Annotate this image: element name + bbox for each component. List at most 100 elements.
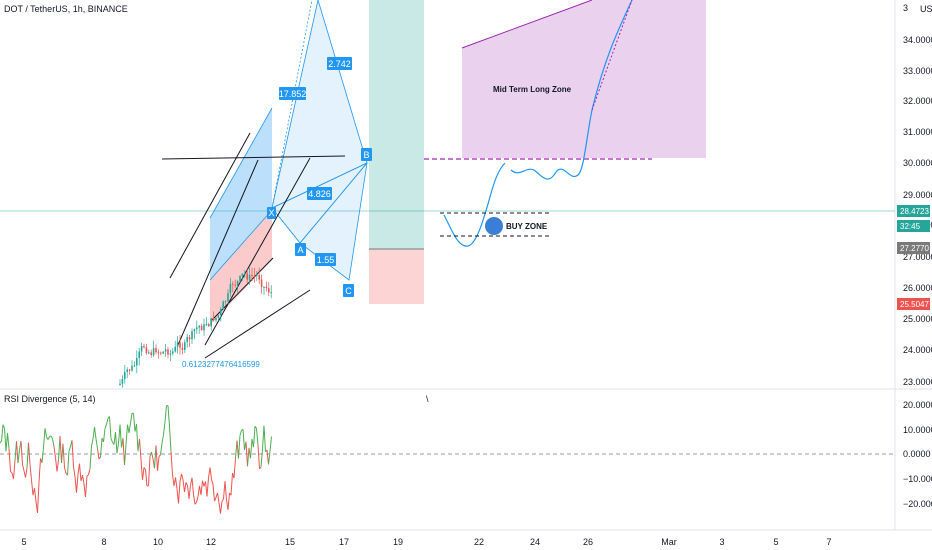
last-price-tag-text: 28.4723 — [900, 207, 929, 216]
point-c-text: C — [345, 286, 352, 296]
trendline-3[interactable] — [204, 157, 311, 346]
rsi-tick-label: 0.0000 — [903, 449, 931, 459]
rsi-segment — [67, 451, 70, 476]
candle-body — [246, 273, 248, 280]
rsi-segment — [34, 488, 37, 502]
time-tick-label: 5 — [773, 537, 778, 547]
rsi-segment — [178, 481, 181, 504]
rsi-segment — [119, 424, 122, 448]
long-position-profit-zone[interactable] — [369, 0, 424, 249]
point-label-b[interactable]: B — [361, 148, 372, 161]
candle-body — [265, 286, 268, 289]
rsi-segment — [164, 405, 167, 422]
candle-body — [169, 353, 172, 355]
rsi-segment — [182, 479, 185, 493]
rsi-segment — [247, 447, 250, 467]
trendline-4[interactable] — [204, 289, 311, 359]
rsi-segment — [16, 441, 19, 463]
rsi-segment — [253, 426, 256, 448]
time-axis[interactable]: 5 8 10 12 15 17 19 22 24 26 Mar 3 5 7 — [21, 537, 831, 547]
candle-body — [229, 283, 232, 294]
candlestick-series[interactable] — [119, 267, 272, 388]
candle-body — [251, 274, 253, 276]
candle-body — [188, 337, 191, 340]
rsi-segment — [20, 440, 23, 465]
rsi-segment — [268, 451, 271, 465]
rsi-segment — [184, 482, 187, 493]
point-label-a[interactable]: A — [295, 243, 306, 256]
candle-body — [222, 301, 224, 310]
ratio-label-low[interactable]: 1.55 — [315, 253, 336, 266]
rsi-segment — [196, 496, 199, 503]
candle-body — [155, 348, 157, 353]
rsi-segment — [139, 439, 142, 460]
projection-dotted — [591, 0, 633, 111]
candle-body — [128, 369, 131, 371]
rsi-segment — [56, 459, 59, 472]
rsi-segment — [98, 456, 101, 460]
rsi-axis[interactable]: 20.0000 10.0000 0.0000 −10.0000 −20.0000 — [903, 400, 932, 509]
rsi-segment — [161, 434, 164, 444]
ratio-mid-text: 4.826 — [308, 189, 331, 199]
candle-body — [203, 324, 205, 331]
trendline-2[interactable] — [177, 159, 259, 346]
rsi-marker: \ — [426, 394, 429, 404]
trendline-5[interactable] — [211, 257, 274, 321]
buy-zone-marker[interactable] — [485, 217, 503, 235]
rsi-segment — [188, 485, 191, 499]
price-tick-label: 3 — [903, 3, 908, 13]
rsi-segment — [170, 451, 173, 475]
harmonic-dotted-xa — [271, 207, 301, 244]
candle-body — [220, 309, 222, 316]
candle-body — [217, 315, 220, 318]
rsi-segment — [136, 424, 139, 452]
rsi-segment — [160, 443, 163, 455]
candle-body — [121, 378, 124, 384]
candle-body — [179, 342, 181, 348]
rsi-segment — [214, 497, 217, 502]
rsi-segment — [193, 494, 196, 505]
rsi-segment — [1, 424, 4, 442]
candle-body — [208, 324, 210, 327]
rsi-segment — [242, 429, 245, 451]
rsi-segment — [224, 481, 227, 500]
rsi-segment — [181, 473, 184, 480]
mid-term-long-zone[interactable] — [462, 0, 706, 158]
rsi-segment — [220, 501, 223, 514]
channel-upper-fill[interactable] — [210, 108, 272, 280]
rsi-segment — [227, 492, 230, 510]
price-axis[interactable]: 3 34.0000 33.0000 32.0000 31.0000 30.0000 29.0… — [903, 3, 932, 387]
rsi-segment — [206, 477, 209, 497]
rsi-segment — [238, 435, 241, 459]
rsi-segment — [116, 443, 119, 454]
channel-mid-edge — [209, 209, 273, 281]
candle-body — [174, 346, 176, 352]
horizontal-resistance-line[interactable] — [161, 155, 346, 160]
price-tick-label: 27.0000 — [903, 252, 932, 262]
ratio-label-right[interactable]: 2.742 — [327, 57, 352, 70]
candle-body — [152, 348, 155, 356]
main-pane[interactable] — [0, 0, 895, 388]
rsi-series[interactable] — [0, 405, 272, 514]
rsi-segment — [155, 445, 158, 471]
point-label-c[interactable]: C — [343, 284, 354, 297]
ratio-label-mid[interactable]: 4.826 — [307, 187, 332, 200]
rsi-segment — [157, 456, 160, 471]
price-tick-label: 31.0000 — [903, 127, 932, 137]
rsi-segment — [202, 480, 205, 487]
time-tick-label: 12 — [206, 537, 216, 547]
candle-body — [167, 349, 169, 355]
candle-body — [205, 324, 208, 326]
long-position-loss-zone[interactable] — [369, 249, 424, 304]
point-label-x[interactable]: X — [267, 207, 276, 219]
candle-body — [198, 325, 200, 328]
rsi-segment — [49, 435, 52, 437]
price-tick-label: 34.0000 — [903, 35, 932, 45]
channel-lower-fill[interactable] — [210, 210, 272, 325]
trendline-1[interactable] — [169, 132, 251, 279]
candle-body — [263, 286, 265, 288]
price-tick-label: 30.0000 — [903, 158, 932, 168]
ratio-label-top[interactable]: 17.852 — [279, 87, 307, 100]
